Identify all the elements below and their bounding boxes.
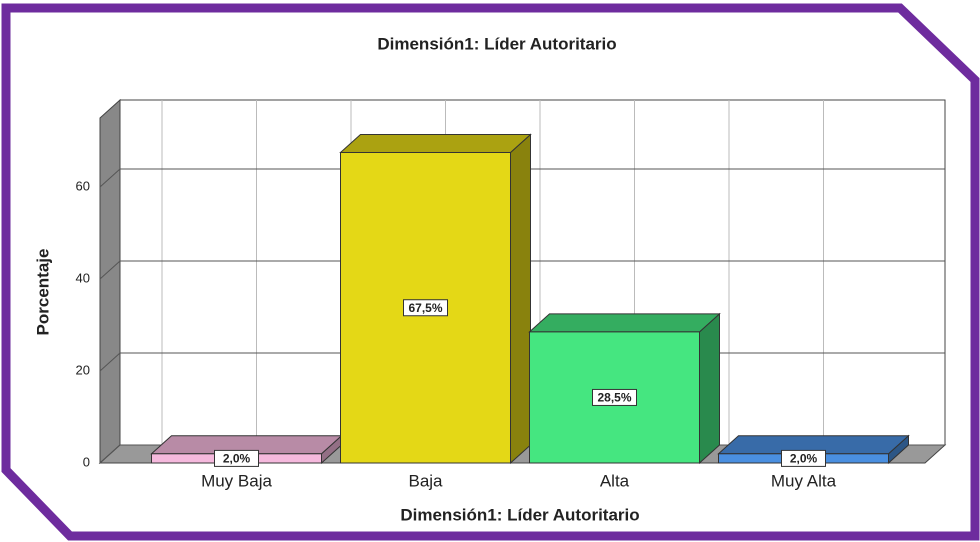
x-axis-label: Dimensión1: Líder Autoritario [400, 505, 639, 524]
x-tick-label: Baja [408, 471, 443, 490]
value-label-box [592, 388, 637, 406]
grid-line [99, 168, 121, 188]
grid-line [99, 352, 121, 372]
value-label: 2,0% [790, 452, 818, 466]
value-label-box [403, 299, 448, 317]
grid-line [99, 444, 121, 464]
bar-top [528, 313, 721, 333]
x-tick-label: Alta [600, 471, 630, 490]
y-tick-label: 40 [76, 270, 90, 285]
value-label: 2,0% [223, 452, 251, 466]
bar-side [510, 133, 531, 465]
x-tick-label: Muy Baja [201, 471, 272, 490]
side-wall [99, 98, 121, 465]
grid-line [99, 260, 121, 280]
value-label-box [781, 449, 826, 467]
value-label-box [214, 449, 259, 467]
y-axis-label: Porcentaje [33, 249, 52, 336]
chart-title: Dimensión1: Líder Autoritario [377, 34, 616, 53]
value-label: 28,5% [597, 391, 631, 405]
bar-side [699, 312, 720, 465]
bar-top [339, 134, 532, 153]
y-tick-label: 20 [76, 362, 90, 377]
y-tick-label: 0 [83, 454, 90, 469]
y-tick-label: 60 [76, 178, 90, 193]
value-label: 67,5% [408, 301, 442, 315]
x-tick-label: Muy Alta [771, 471, 837, 490]
